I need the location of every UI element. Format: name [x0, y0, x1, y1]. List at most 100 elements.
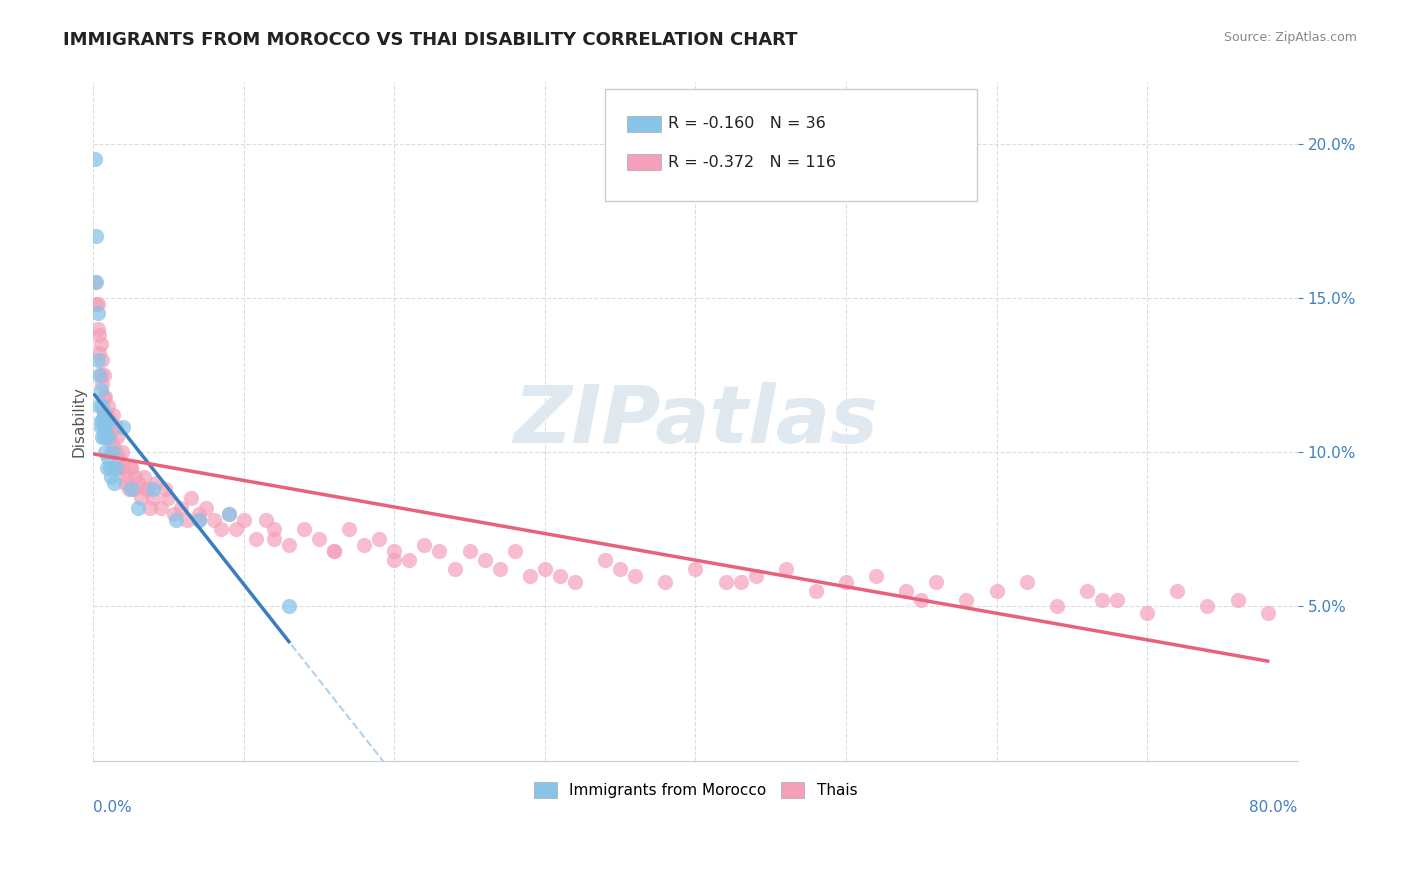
Point	[263, 522, 285, 536]
Point	[91, 399, 114, 413]
Point	[96, 408, 118, 422]
Point	[218, 507, 240, 521]
Point	[232, 513, 254, 527]
Point	[91, 377, 114, 392]
Point	[155, 482, 177, 496]
Point	[277, 538, 299, 552]
Point	[187, 507, 209, 521]
Text: ZIPatlas: ZIPatlas	[513, 383, 877, 460]
Text: R = -0.372   N = 116: R = -0.372 N = 116	[668, 155, 835, 169]
Point	[96, 414, 118, 428]
Point	[91, 414, 114, 428]
Point	[86, 297, 108, 311]
Point	[91, 430, 114, 444]
Point	[986, 584, 1008, 599]
Point	[93, 408, 115, 422]
Text: IMMIGRANTS FROM MOROCCO VS THAI DISABILITY CORRELATION CHART: IMMIGRANTS FROM MOROCCO VS THAI DISABILI…	[63, 31, 797, 49]
Point	[100, 445, 122, 459]
Point	[488, 562, 510, 576]
Point	[93, 390, 115, 404]
Point	[90, 368, 112, 382]
Point	[90, 420, 112, 434]
Point	[263, 532, 285, 546]
Point	[134, 470, 156, 484]
Point	[1015, 574, 1038, 589]
Point	[103, 475, 125, 490]
Point	[157, 491, 180, 506]
Point	[90, 337, 112, 351]
Point	[1136, 606, 1159, 620]
Point	[112, 420, 135, 434]
Point	[1091, 593, 1114, 607]
Point	[865, 568, 887, 582]
Point	[169, 500, 191, 515]
Point	[804, 584, 827, 599]
Legend: Immigrants from Morocco, Thais: Immigrants from Morocco, Thais	[527, 776, 863, 804]
Point	[534, 562, 557, 576]
Text: Source: ZipAtlas.com: Source: ZipAtlas.com	[1223, 31, 1357, 45]
Point	[135, 482, 157, 496]
Point	[519, 568, 541, 582]
Point	[94, 445, 117, 459]
Point	[180, 491, 202, 506]
Point	[187, 513, 209, 527]
Point	[122, 482, 145, 496]
Point	[114, 475, 136, 490]
Point	[93, 420, 115, 434]
Point	[96, 430, 118, 444]
Point	[120, 460, 142, 475]
Point	[110, 460, 132, 475]
Point	[458, 544, 481, 558]
Point	[124, 470, 146, 484]
Point	[254, 513, 277, 527]
Point	[1046, 599, 1069, 614]
Point	[84, 297, 107, 311]
Point	[86, 322, 108, 336]
Point	[163, 507, 186, 521]
Point	[176, 513, 198, 527]
Point	[443, 562, 465, 576]
Point	[1107, 593, 1129, 607]
Point	[775, 562, 797, 576]
Point	[353, 538, 375, 552]
Point	[94, 420, 117, 434]
Point	[165, 513, 187, 527]
Point	[83, 152, 105, 166]
Point	[120, 482, 142, 496]
Point	[107, 451, 129, 466]
Point	[96, 460, 118, 475]
Point	[89, 327, 111, 342]
Point	[89, 399, 111, 413]
Point	[115, 470, 138, 484]
Point	[100, 470, 122, 484]
Point	[474, 553, 496, 567]
Point	[118, 482, 141, 496]
Point	[835, 574, 858, 589]
Point	[101, 439, 124, 453]
Point	[105, 460, 128, 475]
Point	[398, 553, 420, 567]
Point	[1076, 584, 1098, 599]
Point	[382, 544, 405, 558]
Point	[413, 538, 436, 552]
Point	[131, 491, 153, 506]
Point	[685, 562, 707, 576]
Point	[136, 482, 159, 496]
Point	[548, 568, 571, 582]
Point	[84, 229, 107, 244]
Point	[382, 553, 405, 567]
Point	[910, 593, 932, 607]
Point	[503, 544, 526, 558]
Point	[955, 593, 977, 607]
Point	[98, 414, 121, 428]
Point	[101, 408, 124, 422]
Point	[195, 500, 218, 515]
Point	[187, 513, 209, 527]
Point	[103, 460, 125, 475]
Point	[83, 276, 105, 290]
Point	[112, 460, 135, 475]
Point	[368, 532, 391, 546]
Point	[142, 491, 165, 506]
Point	[105, 430, 128, 444]
Point	[120, 460, 142, 475]
